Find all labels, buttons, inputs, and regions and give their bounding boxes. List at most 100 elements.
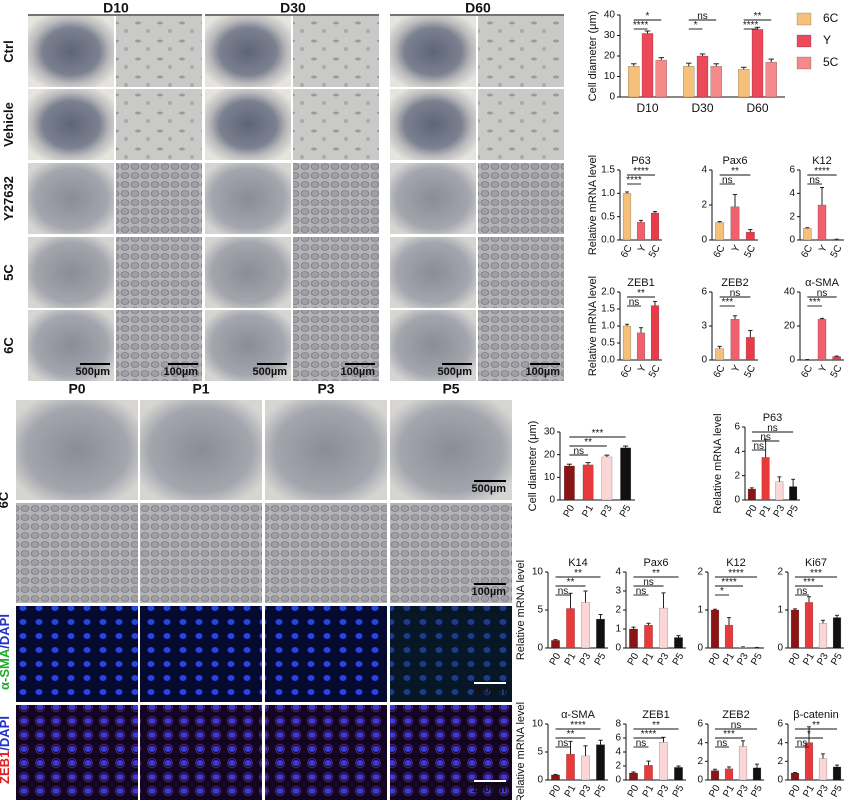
y-tick-label: 30 — [604, 30, 616, 41]
bar — [566, 608, 575, 649]
significance-label: **** — [626, 175, 642, 186]
significance-label: **** — [743, 20, 759, 31]
y-tick-label: 0 — [789, 355, 795, 366]
x-tick-label: P3 — [578, 651, 594, 667]
x-tick-label: 6C — [712, 363, 728, 380]
y-tick-label: 5 — [537, 605, 543, 616]
significance-label: **** — [641, 729, 657, 740]
micrograph — [205, 89, 291, 160]
x-tick-label: P3 — [815, 651, 831, 667]
column-header: P1 — [192, 381, 209, 397]
x-tick-label: P0 — [562, 503, 578, 519]
chart-title: K12 — [726, 557, 746, 569]
y-tick-label: 2 — [697, 756, 703, 767]
y-axis-label: Cell diameter (μm) — [587, 11, 599, 102]
significance-label: ns — [767, 423, 778, 434]
x-tick-label: Y — [636, 363, 649, 375]
scale-bar-label: 100µm — [164, 366, 199, 378]
chart-title: Pax6 — [722, 155, 747, 167]
significance-label: *** — [809, 297, 821, 308]
micrograph — [293, 163, 379, 234]
bar — [622, 193, 632, 241]
micrograph — [478, 89, 564, 160]
chart-title: α-SMA — [805, 277, 840, 289]
y-tick-label: 4 — [734, 446, 740, 457]
significance-label: ns — [760, 432, 771, 443]
y-tick-label: 0 — [777, 643, 783, 654]
y-tick-label: 1 — [697, 605, 703, 616]
bar — [620, 447, 632, 501]
bar — [818, 623, 828, 649]
scale-bar-label: 500µm — [438, 366, 473, 378]
x-tick-label: P3 — [815, 783, 831, 799]
bar — [775, 481, 784, 501]
x-tick-label: 5C — [742, 363, 758, 380]
bar — [596, 618, 605, 649]
micrograph — [265, 705, 387, 800]
x-tick-label: P3 — [578, 783, 594, 799]
significance-label: ns — [753, 441, 764, 452]
x-tick-label: D60 — [746, 101, 768, 115]
column-header: D30 — [280, 0, 306, 16]
micrograph — [28, 310, 114, 381]
y-tick-label: 0 — [734, 495, 740, 506]
significance-label: ** — [637, 288, 645, 299]
y-tick-label: 4 — [701, 165, 707, 176]
x-tick-label: P5 — [618, 503, 634, 519]
scale-bar-label: 100µm — [472, 685, 507, 697]
x-tick-label: P1 — [801, 651, 817, 667]
y-tick-label: 5 — [537, 747, 543, 758]
micrograph — [265, 503, 387, 603]
micrograph — [265, 400, 387, 500]
y-axis-label: Cell diameter (μm) — [527, 421, 539, 512]
column-header: P5 — [442, 381, 459, 397]
bar — [674, 637, 683, 649]
significance-label: *** — [723, 729, 735, 740]
scale-bar-label: 100µm — [526, 366, 561, 378]
chart: 0.0 0.5 1.0 1.5 P63 Relative mRNA level 6C Y5C *… — [587, 155, 663, 260]
scale-bar-label: 100µm — [341, 366, 376, 378]
micrograph — [293, 310, 379, 381]
micrograph — [390, 237, 476, 308]
chart-title: ZEB1 — [627, 277, 655, 289]
significance-label: ** — [652, 720, 660, 731]
micrograph — [390, 400, 512, 500]
significance-label: ns — [731, 720, 742, 731]
bar — [629, 628, 638, 649]
y-tick-label: 40 — [604, 10, 616, 21]
x-tick-label: P0 — [787, 783, 803, 799]
bar — [674, 767, 683, 781]
chart: 0 2 4 6 K12 6C Y5C ****ns — [789, 155, 844, 260]
y-tick-label: 1.5 — [601, 165, 615, 176]
x-tick-label: 5C — [829, 363, 845, 380]
y-tick-label: 3 — [701, 321, 707, 332]
x-tick-label: 6C — [619, 243, 635, 260]
y-axis-label: Relative mRNA level — [515, 702, 527, 800]
y-tick-label: 0.0 — [601, 355, 615, 366]
x-tick-label: P5 — [749, 651, 765, 667]
y-tick-label: 4 — [615, 747, 621, 758]
micrograph — [478, 16, 564, 87]
micrograph — [293, 237, 379, 308]
micrograph — [140, 606, 262, 702]
bar — [710, 770, 720, 781]
y-tick-label: 1.0 — [601, 188, 615, 199]
x-tick-label: 5C — [647, 363, 663, 380]
y-tick-label: 6 — [701, 287, 707, 298]
bar — [551, 774, 560, 781]
significance-label: ** — [812, 720, 820, 731]
y-tick-label: 0 — [697, 775, 703, 786]
chart-title: P63 — [763, 412, 783, 424]
bar — [745, 337, 755, 361]
column-header: D60 — [465, 0, 491, 16]
y-tick-label: 3 — [615, 586, 621, 597]
chart-title: β-catenin — [793, 709, 838, 721]
y-tick-label: 4 — [615, 567, 621, 578]
significance-label: *** — [803, 577, 815, 588]
bar — [622, 325, 632, 361]
micrograph — [116, 163, 202, 234]
bar — [644, 765, 653, 781]
significance-label: ns — [809, 175, 820, 186]
